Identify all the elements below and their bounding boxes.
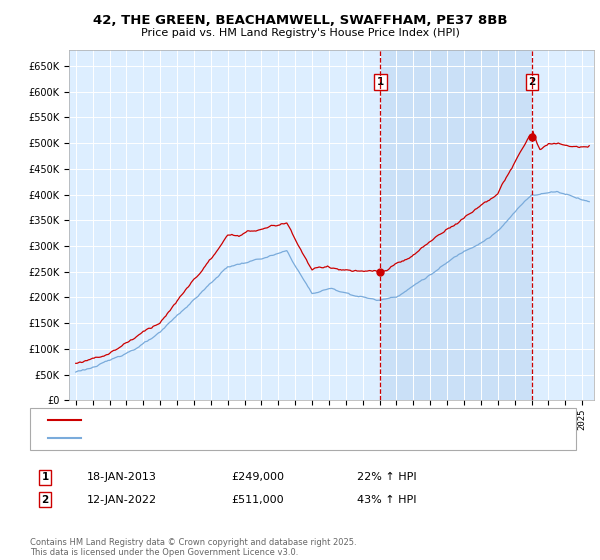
Bar <box>380 50 532 400</box>
Text: Contains HM Land Registry data © Crown copyright and database right 2025.
This d: Contains HM Land Registry data © Crown c… <box>30 538 356 557</box>
Text: 1: 1 <box>41 472 49 482</box>
Text: 2: 2 <box>529 77 536 87</box>
Text: £249,000: £249,000 <box>231 472 284 482</box>
Text: 43% ↑ HPI: 43% ↑ HPI <box>357 494 416 505</box>
Text: 42, THE GREEN, BEACHAMWELL, SWAFFHAM, PE37 8BB (detached house): 42, THE GREEN, BEACHAMWELL, SWAFFHAM, PE… <box>87 414 455 424</box>
Text: 18-JAN-2013: 18-JAN-2013 <box>87 472 157 482</box>
Text: 12-JAN-2022: 12-JAN-2022 <box>87 494 157 505</box>
Text: 22% ↑ HPI: 22% ↑ HPI <box>357 472 416 482</box>
Text: 1: 1 <box>377 77 384 87</box>
Text: 2: 2 <box>41 494 49 505</box>
Text: 42, THE GREEN, BEACHAMWELL, SWAFFHAM, PE37 8BB: 42, THE GREEN, BEACHAMWELL, SWAFFHAM, PE… <box>93 14 507 27</box>
Text: Price paid vs. HM Land Registry's House Price Index (HPI): Price paid vs. HM Land Registry's House … <box>140 28 460 38</box>
Text: £511,000: £511,000 <box>231 494 284 505</box>
Text: HPI: Average price, detached house, Breckland: HPI: Average price, detached house, Brec… <box>87 433 321 444</box>
